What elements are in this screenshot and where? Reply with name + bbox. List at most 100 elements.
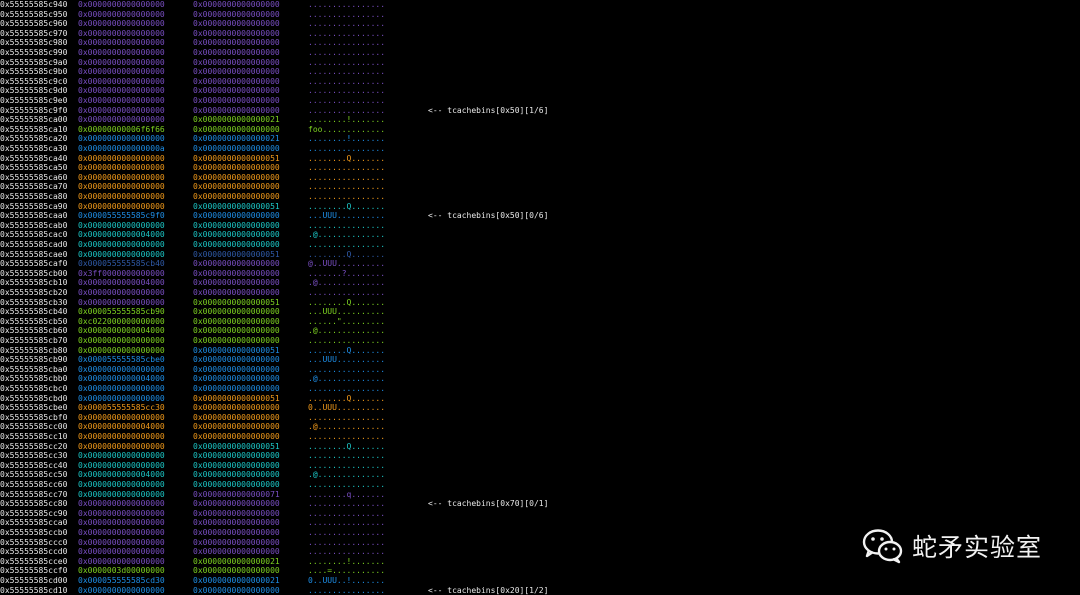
- row-address: 0x55555585cb20: [0, 288, 68, 297]
- row-qword-1: 0x0000000000000000: [78, 28, 165, 38]
- row-qword-2: 0x0000000000000000: [193, 480, 280, 489]
- row-address: 0x55555585cbf0: [0, 412, 68, 422]
- row-qword-1: 0x0000000000000000: [78, 57, 165, 67]
- row-qword-1: 0x000055555585cb40: [78, 259, 165, 269]
- row-qword-1: 0x0000000000004000: [78, 422, 165, 432]
- row-qword-2: 0x0000000000000000: [193, 499, 280, 509]
- tcachebin-annotation: <-- tcachebins[0x50][1/6]: [428, 105, 549, 115]
- dump-row: 0x55555585cc00 0x0000000000004000 0x000000…: [0, 422, 1080, 432]
- row-qword-2: 0x0000000000000000: [193, 470, 280, 480]
- row-qword-2: 0x0000000000000000: [193, 28, 280, 38]
- dump-row: 0x55555585cd00 0x000055555585cd30 0x000000…: [0, 576, 1080, 586]
- row-ascii: ........Q.......: [308, 201, 386, 211]
- row-qword-2: 0x0000000000000000: [193, 432, 280, 441]
- row-qword-1: 0x0000000000000000: [78, 451, 165, 461]
- row-qword-2: 0x0000000000000000: [193, 288, 280, 297]
- row-qword-1: 0x000055555585c9f0: [78, 211, 165, 221]
- row-qword-2: 0x0000000000000000: [193, 528, 280, 537]
- row-qword-2: 0x0000000000000000: [193, 259, 280, 269]
- row-ascii: ........q.......: [308, 489, 386, 499]
- row-address: 0x55555585c9a0: [0, 57, 68, 67]
- row-ascii: @..UUU..........: [308, 259, 386, 269]
- row-qword-1: 0x0000000000000000: [78, 96, 165, 105]
- row-address: 0x55555585cb90: [0, 355, 68, 365]
- dump-row: 0x55555585cd10 0x0000000000000000 0x000000…: [0, 586, 1080, 595]
- row-qword-2: 0x0000000000000000: [193, 403, 280, 413]
- row-address: 0x55555585ca30: [0, 144, 68, 153]
- row-ascii: ........Q.......: [308, 153, 386, 163]
- dump-row: 0x55555585cae0 0x0000000000000000 0x000000…: [0, 250, 1080, 260]
- dump-row: 0x55555585cc10 0x0000000000000000 0x000000…: [0, 432, 1080, 442]
- row-address: 0x55555585c950: [0, 9, 68, 19]
- row-qword-1: 0x0000000000000000: [78, 499, 165, 509]
- dump-row: 0x55555585cce0 0x0000000000000000 0x000000…: [0, 557, 1080, 567]
- dump-row: 0x55555585caf0 0x000055555585cb40 0x000000…: [0, 259, 1080, 269]
- row-qword-1: 0x0000000000004000: [78, 374, 165, 384]
- row-address: 0x55555585ccf0: [0, 566, 68, 576]
- dump-row: 0x55555585cc70 0x0000000000000000 0x000000…: [0, 490, 1080, 500]
- row-qword-1: 0x0000000000000000: [78, 115, 165, 125]
- row-address: 0x55555585ca70: [0, 182, 68, 192]
- row-qword-1: 0x000000000000000a: [78, 144, 165, 153]
- row-address: 0x55555585cbe0: [0, 403, 68, 413]
- row-qword-1: 0x0000000000000000: [78, 384, 165, 393]
- row-address: 0x55555585cd10: [0, 585, 68, 595]
- row-ascii: ................: [308, 76, 386, 86]
- row-qword-1: 0x0000000000000000: [78, 192, 165, 201]
- row-qword-1: 0x0000000000000000: [78, 105, 165, 115]
- row-qword-2: 0x0000000000000000: [193, 220, 280, 230]
- row-qword-2: 0x0000000000000000: [193, 547, 280, 557]
- row-address: 0x55555585cc60: [0, 480, 68, 489]
- row-qword-2: 0x0000000000000021: [193, 576, 280, 585]
- row-address: 0x55555585c9f0: [0, 105, 68, 115]
- dump-row: 0x55555585cb40 0x000055555585cb90 0x000000…: [0, 307, 1080, 317]
- row-address: 0x55555585cb80: [0, 345, 68, 355]
- tcachebin-annotation: <-- tcachebins[0x70][0/1]: [428, 499, 549, 509]
- row-ascii: ................: [308, 288, 386, 297]
- row-qword-1: 0x000055555585cc30: [78, 403, 165, 413]
- row-ascii: ......".........: [308, 316, 386, 326]
- row-address: 0x55555585c9e0: [0, 96, 68, 105]
- row-ascii: ................: [308, 220, 386, 230]
- row-ascii: ................: [308, 412, 386, 422]
- row-qword-1: 0x0000000000000000: [78, 412, 165, 422]
- dump-row: 0x55555585ca60 0x0000000000000000 0x000000…: [0, 173, 1080, 183]
- row-address: 0x55555585cbb0: [0, 374, 68, 384]
- row-ascii: ................: [308, 460, 386, 470]
- row-qword-2: 0x0000000000000021: [193, 134, 280, 144]
- row-ascii: ................: [308, 528, 386, 537]
- row-qword-1: 0xc022000000000000: [78, 316, 165, 326]
- row-qword-2: 0x0000000000000051: [193, 393, 280, 403]
- row-ascii: ................: [308, 144, 386, 153]
- row-qword-1: 0x3ff0000000000000: [78, 268, 165, 278]
- row-address: 0x55555585cb30: [0, 297, 68, 307]
- row-qword-1: 0x0000000000000000: [78, 508, 165, 518]
- row-qword-2: 0x0000000000000051: [193, 249, 280, 259]
- row-ascii: foo.............: [308, 124, 386, 134]
- row-address: 0x55555585c940: [0, 0, 68, 9]
- dump-row: 0x55555585cbd0 0x0000000000000000 0x000000…: [0, 394, 1080, 404]
- row-address: 0x55555585cce0: [0, 556, 68, 566]
- row-qword-2: 0x0000000000000021: [193, 115, 280, 125]
- row-ascii: ................: [308, 0, 386, 9]
- row-qword-1: 0x0000000000004000: [78, 470, 165, 480]
- row-address: 0x55555585cb10: [0, 278, 68, 288]
- row-qword-2: 0x0000000000000000: [193, 412, 280, 422]
- row-qword-2: 0x0000000000000000: [193, 518, 280, 528]
- row-address: 0x55555585cc70: [0, 489, 68, 499]
- row-address: 0x55555585cd00: [0, 576, 68, 585]
- row-qword-1: 0x0000000000000000: [78, 163, 165, 173]
- dump-row: 0x55555585ca80 0x0000000000000000 0x000000…: [0, 192, 1080, 202]
- row-ascii: .@..............: [308, 278, 386, 288]
- row-qword-1: 0x0000000000000000: [78, 220, 165, 230]
- row-qword-1: 0x00000000006f6f66: [78, 124, 165, 134]
- dump-row: 0x55555585ca00 0x0000000000000000 0x000000…: [0, 115, 1080, 125]
- dump-row: 0x55555585cbf0 0x0000000000000000 0x000000…: [0, 413, 1080, 423]
- row-address: 0x55555585c9d0: [0, 86, 68, 96]
- row-qword-1: 0x0000000000000000: [78, 201, 165, 211]
- row-address: 0x55555585ccd0: [0, 547, 68, 557]
- row-ascii: ................: [308, 537, 386, 547]
- row-qword-2: 0x0000000000000000: [193, 67, 280, 77]
- row-qword-2: 0x0000000000000051: [193, 345, 280, 355]
- row-qword-2: 0x0000000000000000: [193, 278, 280, 288]
